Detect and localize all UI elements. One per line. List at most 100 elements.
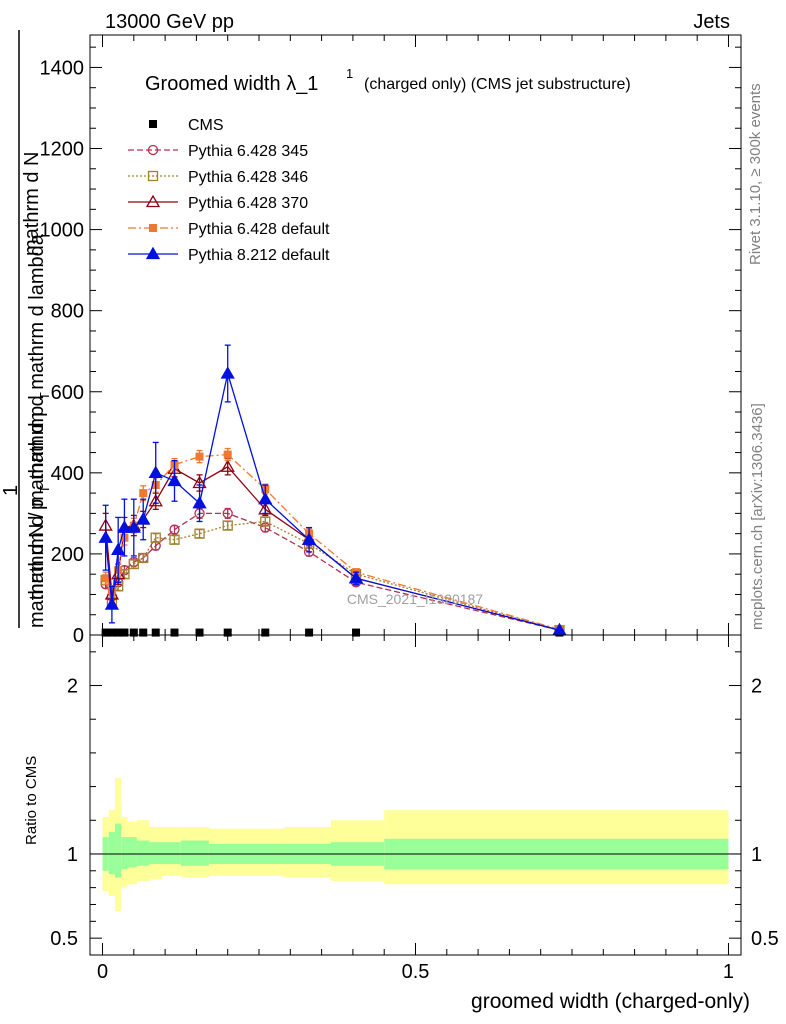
data-point — [128, 558, 139, 570]
ratio-tick-label-right: 0.5 — [751, 928, 779, 950]
ylabel-bottom-den-text: mathrm d N / mathrm d p — [26, 406, 48, 628]
ratio-ticks: 0.5 0.5 1 1 2 2 — [50, 635, 779, 955]
data-point — [258, 491, 273, 505]
legend-marker — [147, 144, 159, 156]
ylabel-one: 1 — [0, 485, 22, 496]
data-point — [111, 542, 126, 556]
legend-label: Pythia 6.428 370 — [188, 195, 308, 212]
legend-label: Pythia 6.428 345 — [188, 143, 308, 160]
ratio-plot-frame — [89, 634, 742, 956]
cms-data-point — [139, 628, 148, 637]
ratio-tick-label: 2 — [67, 676, 78, 698]
data-point — [139, 489, 148, 498]
cms-data-point — [101, 628, 110, 637]
watermark: CMS_2021_I1920187 — [347, 591, 483, 607]
data-point — [169, 534, 180, 545]
series-line — [105, 520, 560, 631]
data-point — [101, 574, 110, 583]
legend-marker — [145, 246, 161, 260]
x-tick-label: 0.5 — [402, 961, 430, 983]
header-left: 13000 GeV pp — [105, 11, 234, 33]
cms-data-point — [120, 628, 129, 637]
chart-title-text: Groomed width — [145, 73, 281, 95]
legend-label: Pythia 8.212 default — [188, 247, 330, 264]
legend-marker — [145, 194, 161, 208]
ylabel-bottom-den-T: T — [37, 392, 52, 400]
legend-marker — [149, 224, 157, 232]
ratio-tick-label: 0.5 — [50, 928, 78, 950]
ratio-tick-label-right: 1 — [751, 844, 762, 866]
cms-data-point — [129, 628, 138, 637]
legend-item: Pythia 6.428 345 — [128, 143, 308, 160]
chart-title-main: Groomed width λ_1 — [145, 73, 318, 95]
legend-marker — [147, 170, 159, 182]
legend-label: Pythia 6.428 default — [188, 221, 330, 238]
main-y-axis-label: mathrm d N mathrm d p T mathrm d mathrm … — [0, 30, 54, 628]
y-tick-label: 0 — [73, 625, 84, 647]
data-point — [222, 508, 233, 519]
series-line — [105, 512, 560, 631]
uncertainty-band-green — [108, 832, 116, 875]
y-tick-label: 200 — [51, 544, 84, 566]
cms-data-point — [170, 628, 179, 637]
y-tick-label: 1200 — [40, 139, 85, 161]
data-point — [348, 570, 364, 584]
data-point — [222, 520, 233, 531]
data-point — [98, 530, 113, 543]
main-ticks: 0 200 400 600 800 1000 1200 1400 — [40, 35, 741, 647]
legend-label: CMS — [188, 117, 224, 134]
main-panel: 0 200 400 600 800 1000 1200 1400 CMS_2021_I1920… — [40, 34, 742, 647]
ratio-y-label: Ratio to CMS — [23, 756, 40, 845]
ratio-bands — [102, 778, 729, 912]
data-point — [148, 465, 163, 478]
data-point — [220, 366, 235, 379]
y-tick-label: 1400 — [40, 57, 85, 79]
cms-data-point — [195, 628, 204, 637]
chart-title-sup: 1 — [346, 66, 353, 81]
uncertainty-band-green — [180, 840, 209, 866]
data-point — [220, 459, 235, 472]
x-axis: 0 0.5 1 — [97, 961, 734, 983]
data-point — [167, 473, 182, 487]
ylabel-num-d: mathrm d — [21, 172, 43, 256]
ylabel-den: mathrm d p T mathrm d mathrm d lambda — [26, 233, 54, 600]
data-point — [192, 495, 207, 509]
y-tick-label: 600 — [51, 382, 84, 404]
data-point — [104, 597, 120, 610]
legend-item: Pythia 8.212 default — [128, 246, 330, 264]
cms-data-point — [352, 628, 361, 637]
y-tick-label: 400 — [51, 463, 84, 485]
data-point — [223, 450, 232, 459]
cms-data-point — [261, 628, 270, 637]
chart-title-symbol: λ_1 — [286, 73, 318, 95]
data-point — [150, 532, 161, 543]
cms-data-point — [151, 628, 160, 637]
series-pythia-8-212-default — [98, 344, 567, 636]
ylabel-num: mathrm d N — [21, 152, 43, 256]
data-point — [301, 532, 317, 545]
series-pythia-6-428-345 — [100, 507, 565, 636]
legend-item: Pythia 6.428 346 — [128, 169, 308, 186]
series-line — [105, 465, 560, 631]
data-point — [194, 528, 205, 539]
uncertainty-band-green — [149, 842, 162, 865]
ratio-tick-label: 1 — [67, 844, 78, 866]
rivet-label: Rivet 3.1.10, ≥ 300k events — [747, 83, 764, 265]
uncertainty-band-green — [115, 823, 122, 878]
data-point — [195, 452, 204, 461]
y-tick-label: 800 — [51, 301, 84, 323]
x-tick-label: 0 — [97, 961, 108, 983]
x-axis-label: groomed width (charged-only) — [471, 990, 750, 1013]
chart-title-rest: (charged only) (CMS jet substructure) — [364, 76, 631, 93]
chart-title: Groomed width λ_1 1 (charged only) (CMS … — [145, 66, 631, 95]
cms-data-point — [305, 628, 314, 637]
ylabel-bottom-den: mathrm d N / mathrm d p T — [26, 392, 52, 628]
uncertainty-band-green — [127, 837, 137, 868]
data-point — [169, 524, 180, 535]
main-series — [98, 344, 567, 637]
data-point — [136, 512, 151, 525]
ylabel-num-N: N — [21, 152, 43, 166]
cms-data-point — [107, 628, 116, 637]
data-point — [126, 520, 141, 533]
